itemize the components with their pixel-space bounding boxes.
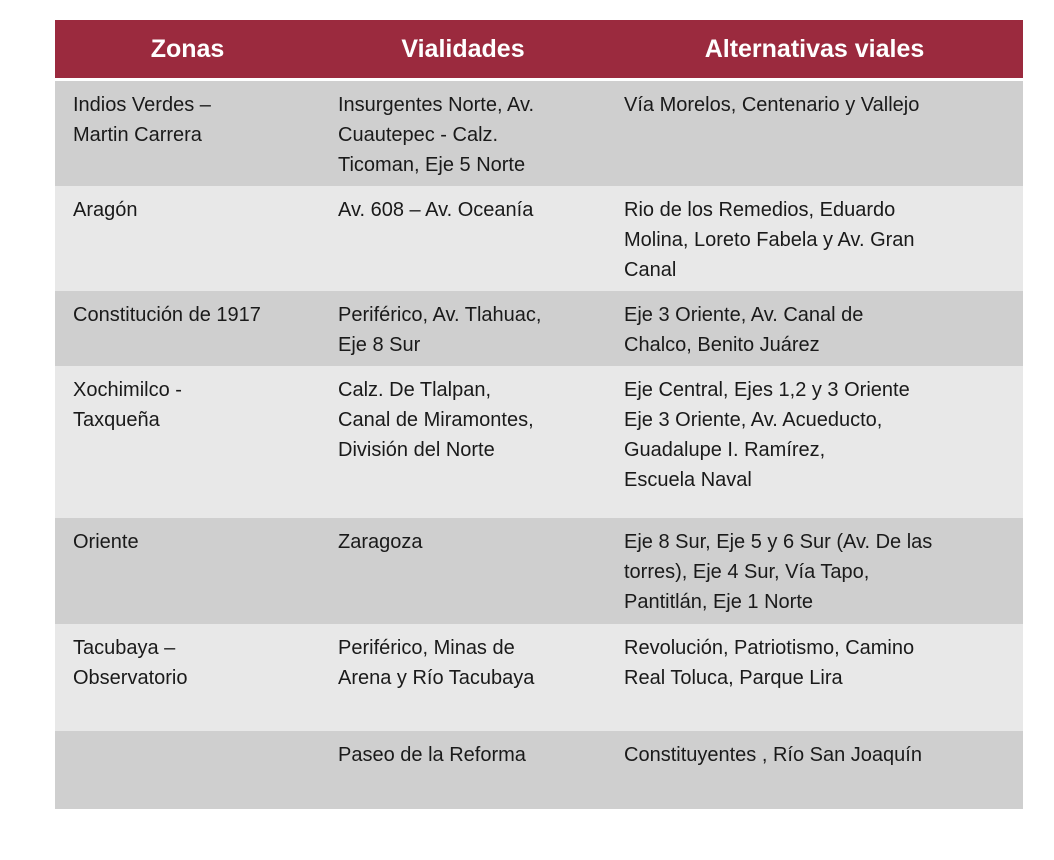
cell-alternativas: Eje 8 Sur, Eje 5 y 6 Sur (Av. De las torr…: [606, 518, 1023, 624]
roads-table: Zonas Vialidades Alternativas viales Ind…: [55, 20, 1023, 809]
cell-line: Constitución de 1917: [73, 304, 261, 326]
cell-alternativas: Eje Central, Ejes 1,2 y 3 Oriente Eje 3 O…: [606, 366, 1023, 518]
cell-line: Eje 3 Oriente, Av. Canal de: [624, 304, 864, 326]
cell-alternativas: Rio de los Remedios, Eduardo Molina, Lore…: [606, 186, 1023, 291]
cell-line: Calz. De Tlalpan,: [338, 379, 492, 401]
cell-zona: Indios Verdes – Martin Carrera: [55, 79, 320, 186]
cell-line: Observatorio: [73, 667, 188, 689]
cell-zona: Constitución de 1917: [55, 291, 320, 366]
table-row: Paseo de la Reforma Constituyentes , Río …: [55, 731, 1023, 809]
cell-alternativas: Revolución, Patriotismo, Camino Real Tolu…: [606, 624, 1023, 731]
cell-line: Aragón: [73, 199, 138, 221]
cell-alternativas: Eje 3 Oriente, Av. Canal de Chalco, Benit…: [606, 291, 1023, 366]
cell-line: Vía Morelos, Centenario y Vallejo: [624, 94, 920, 116]
cell-line: torres), Eje 4 Sur, Vía Tapo,: [624, 561, 870, 583]
cell-line: Taxqueña: [73, 409, 160, 431]
cell-line: Tacubaya –: [73, 637, 176, 659]
cell-line: Eje 8 Sur, Eje 5 y 6 Sur (Av. De las: [624, 531, 933, 553]
cell-line: Pantitlán, Eje 1 Norte: [624, 591, 813, 613]
cell-zona: Xochimilco - Taxqueña: [55, 366, 320, 518]
cell-line: Martin Carrera: [73, 124, 202, 146]
cell-line: Paseo de la Reforma: [338, 744, 526, 766]
cell-alternativas: Constituyentes , Río San Joaquín: [606, 731, 1023, 809]
cell-vialidades: Paseo de la Reforma: [320, 731, 606, 809]
cell-vialidades: Periférico, Av. Tlahuac, Eje 8 Sur: [320, 291, 606, 366]
cell-line: Eje Central, Ejes 1,2 y 3 Oriente: [624, 379, 910, 401]
header-alternativas: Alternativas viales: [606, 20, 1023, 81]
header-vialidades: Vialidades: [320, 20, 606, 81]
cell-line: Escuela Naval: [624, 469, 752, 491]
header-row: Zonas Vialidades Alternativas viales: [55, 20, 1023, 81]
cell-line: Insurgentes Norte, Av.: [338, 94, 535, 116]
cell-line: Eje 3 Oriente, Av. Acueducto,: [624, 409, 883, 431]
cell-line: Zaragoza: [338, 531, 423, 553]
cell-line: Oriente: [73, 531, 139, 553]
cell-zona: Oriente: [55, 518, 320, 624]
cell-line: Rio de los Remedios, Eduardo: [624, 199, 896, 221]
cell-line: Arena y Río Tacubaya: [338, 667, 535, 689]
cell-line: Periférico, Minas de: [338, 637, 515, 659]
table-row: Oriente Zaragoza Eje 8 Sur, Eje 5 y 6 Sur …: [55, 518, 1023, 624]
cell-line: Cuautepec - Calz.: [338, 124, 499, 146]
table-row: Indios Verdes – Martin Carrera Insurgentes…: [55, 79, 1023, 186]
header-zonas: Zonas: [55, 20, 320, 81]
table-row: Tacubaya – Observatorio Periférico, Minas …: [55, 624, 1023, 731]
cell-line: División del Norte: [338, 439, 495, 461]
cell-line: Canal: [624, 259, 677, 281]
cell-line: Revolución, Patriotismo, Camino: [624, 637, 915, 659]
cell-line: Xochimilco -: [73, 379, 182, 401]
cell-line: Indios Verdes –: [73, 94, 211, 116]
cell-line: Molina, Loreto Fabela y Av. Gran: [624, 229, 915, 251]
cell-line: Real Toluca, Parque Lira: [624, 667, 843, 689]
table-row: Aragón Av. 608 – Av. Oceanía Rio de los Re…: [55, 186, 1023, 291]
cell-line: Guadalupe I. Ramírez,: [624, 439, 826, 461]
cell-line: Constituyentes , Río San Joaquín: [624, 744, 922, 766]
cell-line: Chalco, Benito Juárez: [624, 334, 820, 356]
cell-line: Ticoman, Eje 5 Norte: [338, 154, 526, 176]
cell-zona: Tacubaya – Observatorio: [55, 624, 320, 731]
cell-alternativas: Vía Morelos, Centenario y Vallejo: [606, 79, 1023, 186]
cell-vialidades: Zaragoza: [320, 518, 606, 624]
cell-vialidades: Av. 608 – Av. Oceanía: [320, 186, 606, 291]
cell-zona: [55, 731, 320, 809]
cell-zona: Aragón: [55, 186, 320, 291]
cell-vialidades: Insurgentes Norte, Av. Cuautepec - Calz. T…: [320, 79, 606, 186]
cell-line: Av. 608 – Av. Oceanía: [338, 199, 534, 221]
cell-line: Canal de Miramontes,: [338, 409, 534, 431]
table-row: Constitución de 1917 Periférico, Av. Tlah…: [55, 291, 1023, 366]
table-row: Xochimilco - Taxqueña Calz. De Tlalpan, Can…: [55, 366, 1023, 518]
cell-vialidades: Calz. De Tlalpan, Canal de Miramontes, Div…: [320, 366, 606, 518]
cell-line: Periférico, Av. Tlahuac,: [338, 304, 542, 326]
cell-line: Eje 8 Sur: [338, 334, 421, 356]
cell-vialidades: Periférico, Minas de Arena y Río Tacubaya: [320, 624, 606, 731]
